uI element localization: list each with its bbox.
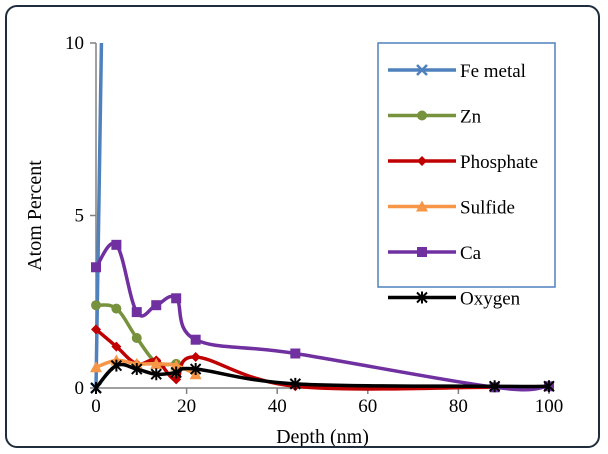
x-axis-title: Depth (nm) — [276, 426, 369, 448]
data-point-zn — [111, 303, 122, 314]
data-point-ca — [91, 262, 101, 273]
x-tick-label: 40 — [268, 396, 287, 417]
data-point-phosphate — [91, 324, 101, 335]
data-point-zn — [91, 300, 101, 311]
chart-container: 0 5 10 0 20 40 60 80 100 Depth (nm) Atom Percent Fe… — [5, 5, 600, 448]
y-tick-label: 10 — [65, 33, 84, 54]
x-tick-label: 0 — [91, 396, 101, 417]
data-point-zn — [131, 332, 142, 343]
data-point-oxygen — [543, 380, 555, 393]
x-tick-label: 80 — [449, 396, 468, 417]
y-tick-label: 0 — [75, 378, 85, 399]
y-axis-title: Atom Percent — [24, 160, 46, 271]
data-point-ca — [190, 334, 201, 345]
legend-marker-sulfide — [416, 200, 428, 212]
data-point-oxygen — [131, 363, 143, 376]
data-point-oxygen — [150, 368, 162, 381]
data-point-sulfide — [150, 357, 163, 369]
series-line-oxygen — [94, 362, 550, 390]
legend-marker-ca — [417, 247, 427, 257]
legend-label-zn: Zn — [460, 107, 482, 128]
data-point-phosphate — [171, 374, 182, 385]
x-tick-label: 20 — [177, 396, 196, 417]
series-line-ca — [94, 241, 550, 392]
data-point-sulfide — [170, 359, 183, 371]
legend-box — [377, 42, 556, 288]
data-point-oxygen — [170, 366, 182, 379]
legend-label-oxygen: Oxygen — [460, 289, 521, 310]
legend-marker-fe-metal — [416, 64, 428, 76]
data-point-ca — [290, 348, 301, 359]
legend-label-fe-metal: Fe metal — [460, 61, 526, 82]
series-line-fe-metal — [94, 43, 104, 389]
data-point-oxygen — [488, 380, 501, 393]
legend-label-sulfide: Sulfide — [460, 198, 515, 219]
data-point-phosphate — [190, 351, 201, 362]
data-point-oxygen — [110, 359, 123, 372]
x-tick-label: 60 — [358, 396, 377, 417]
data-point-ca — [131, 307, 142, 318]
legend-marker-phosphate — [417, 156, 427, 166]
x-tick-label: 100 — [535, 396, 564, 417]
legend-marker-zn — [417, 110, 427, 121]
data-point-sulfide — [90, 361, 102, 373]
data-point-oxygen — [189, 363, 202, 376]
data-point-ca — [151, 300, 162, 311]
data-point-phosphate — [111, 341, 122, 352]
legend-label-phosphate: Phosphate — [460, 152, 538, 173]
data-point-ca — [171, 293, 182, 304]
y-tick-label: 5 — [75, 206, 85, 227]
data-point-oxygen — [289, 377, 302, 390]
data-point-oxygen — [90, 382, 102, 394]
legend-marker-oxygen — [416, 291, 428, 304]
data-point-ca — [111, 239, 122, 250]
legend-label-ca: Ca — [460, 243, 482, 264]
